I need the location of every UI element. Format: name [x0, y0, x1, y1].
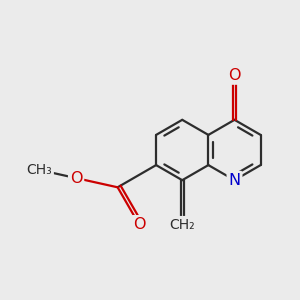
- Text: O: O: [70, 171, 83, 186]
- Text: N: N: [228, 173, 241, 188]
- Text: O: O: [228, 68, 241, 83]
- Text: CH₂: CH₂: [169, 218, 195, 232]
- Text: O: O: [133, 217, 145, 232]
- Text: CH₃: CH₃: [26, 163, 52, 177]
